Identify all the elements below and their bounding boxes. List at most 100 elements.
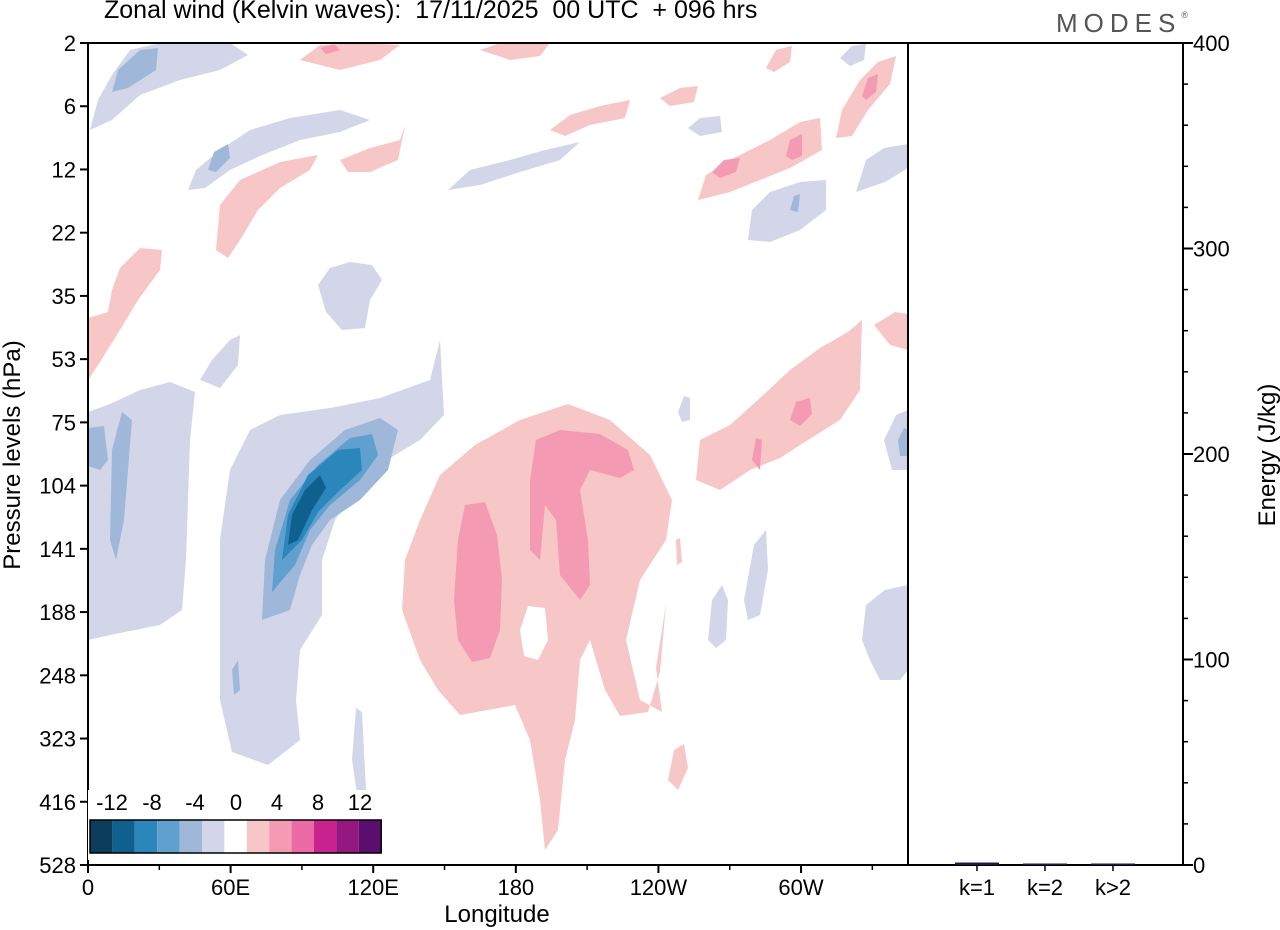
- colorbar-label: -12: [96, 790, 128, 815]
- energy-cat-label: k>2: [1095, 875, 1131, 900]
- contour-neg-small-b: [352, 708, 366, 800]
- contour-pos-main-6: [454, 502, 502, 662]
- colorbar-label: 0: [230, 790, 242, 815]
- contour-neg-left-core: [88, 426, 108, 470]
- brand-logo: MODES®: [1056, 8, 1188, 38]
- colorbar-swatch: [336, 820, 359, 853]
- contour-pos-top-b: [320, 44, 340, 54]
- y-tick-label: 12: [52, 157, 76, 182]
- contour-pos-top-right-c: [766, 46, 792, 72]
- y-tick-label: 104: [39, 474, 76, 499]
- contour-neg-right-f: [678, 396, 690, 422]
- y-tick-label: 2: [64, 31, 76, 56]
- energy-cat-label: k=2: [1027, 875, 1063, 900]
- contour-neg-main-12: [288, 475, 326, 545]
- x-tick-label: 120E: [348, 875, 399, 900]
- contour-neg-mid-left: [318, 262, 382, 330]
- energy-tick-label: 100: [1193, 648, 1230, 673]
- energy-bar: [955, 862, 999, 865]
- contour-pos-right-4: [696, 320, 862, 490]
- x-tick-label: 60E: [211, 875, 250, 900]
- y-tick-label: 141: [39, 537, 76, 562]
- contour-neg-left-band: [88, 382, 195, 640]
- colorbar: -12 -8 -4 0 4 8 12: [88, 790, 386, 860]
- y-tick-label: 323: [39, 727, 76, 752]
- energy-tick-label: 0: [1193, 853, 1205, 878]
- contour-neg-upper-right-a: [448, 142, 580, 190]
- contour-neg-right-c: [898, 428, 908, 456]
- contour-pos-upper-right-e: [786, 134, 802, 160]
- contour-neg-top-band-b: [208, 144, 230, 172]
- contour-pos-small-a: [668, 744, 688, 790]
- contour-pos-right-edge: [874, 312, 908, 350]
- contour-neg-upper-right-c: [790, 194, 800, 212]
- contour-pos-main-6b: [530, 430, 634, 600]
- colorbar-swatch: [157, 820, 180, 853]
- y-axis-energy: 0 100 200 300 400: [1183, 31, 1230, 878]
- y-axis-label: Pressure levels (hPa): [0, 340, 26, 569]
- colorbar-swatch: [291, 820, 314, 853]
- energy-bar: [1091, 863, 1135, 865]
- energy-tick-label: 300: [1193, 237, 1230, 262]
- energy-cat-label: k=1: [959, 875, 995, 900]
- colorbar-swatch: [358, 820, 382, 853]
- colorbar-swatch: [112, 820, 135, 853]
- colorbar-label: -8: [142, 790, 162, 815]
- colorbar-label: 8: [312, 790, 324, 815]
- contour-pos-upper-right-b: [660, 86, 698, 106]
- contour-pos-upper-left: [216, 155, 318, 258]
- contour-pos-top-c: [480, 43, 550, 60]
- colorbar-swatch: [202, 820, 225, 853]
- colorbar-label: 4: [271, 790, 283, 815]
- contour-neg-right-a: [862, 585, 908, 680]
- y-tick-label: 53: [52, 347, 76, 372]
- colorbar-label: 12: [348, 790, 372, 815]
- y-tick-label: 188: [39, 600, 76, 625]
- contour-neg-mid-left-b: [200, 335, 240, 388]
- x-axis-longitude: 0 60E 120E 180 120W 60W: [82, 865, 874, 900]
- contour-neg-upper-right-e: [688, 116, 722, 136]
- energy-tick-label: 400: [1193, 31, 1230, 56]
- contour-pos-right-6: [790, 398, 812, 426]
- x-tick-label: 0: [82, 875, 94, 900]
- contour-hole: [520, 606, 548, 660]
- contour-pos-upper-mid: [340, 125, 405, 172]
- y-tick-label: 6: [64, 94, 76, 119]
- energy-bars: k=1 k=2 k>2: [955, 862, 1135, 900]
- colorbar-frame: [89, 819, 382, 854]
- contour-neg-right-e: [744, 530, 768, 620]
- y-axis-pressure: 2 6 12 22 35 53 75 104 141 188 248 323 416 528: [39, 31, 88, 878]
- y-tick-label: 416: [39, 790, 76, 815]
- energy-bar: [1023, 863, 1067, 865]
- contour-pos-left-edge: [88, 248, 162, 380]
- colorbar-swatch: [224, 820, 247, 853]
- contour-neg-main-10: [282, 448, 362, 560]
- colorbar-swatch: [179, 820, 202, 853]
- colorbar-label: -4: [185, 790, 205, 815]
- contour-pos-upper-right: [550, 100, 630, 136]
- energy-axis-label: Energy (J/kg): [1254, 384, 1280, 527]
- y-tick-label: 528: [39, 853, 76, 878]
- colorbar-swatch: [134, 820, 158, 853]
- contour-pos-top-a: [300, 43, 400, 70]
- x-axis-label: Longitude: [444, 901, 549, 928]
- colorbar-swatch: [246, 820, 270, 853]
- contour-pos-small-b: [676, 538, 682, 565]
- y-tick-label: 248: [39, 663, 76, 688]
- colorbar-swatch: [269, 820, 292, 853]
- colorbar-swatch: [314, 820, 337, 853]
- contour-pos-upper-right-c: [698, 118, 822, 200]
- contour-pos-right-6b: [752, 438, 762, 470]
- contour-neg-right-d: [708, 585, 728, 648]
- contour-neg-top-left-b: [112, 48, 158, 92]
- x-tick-label: 180: [497, 875, 534, 900]
- contour-neg-top-band: [188, 110, 370, 190]
- contour-pos-upper-right-d: [712, 158, 740, 178]
- y-tick-label: 75: [52, 410, 76, 435]
- colorbar-swatch: [90, 820, 113, 853]
- contour-neg-upper-right-b: [748, 180, 826, 242]
- heatmap-field: [88, 43, 908, 850]
- contour-neg-small-a: [232, 660, 240, 695]
- chart-title: Zonal wind (Kelvin waves): 17/11/2025 00…: [104, 0, 758, 24]
